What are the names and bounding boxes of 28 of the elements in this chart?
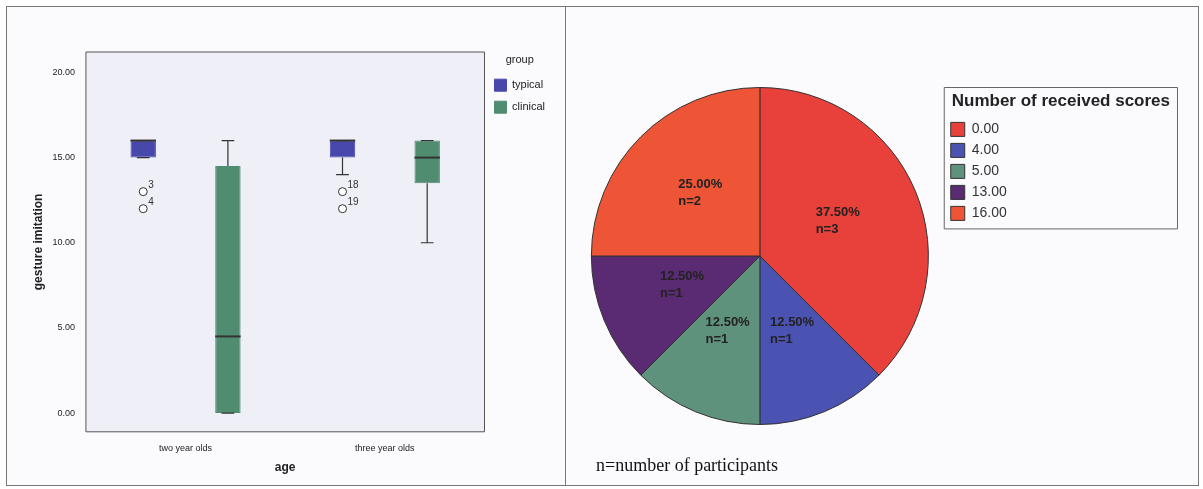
legend-label: 16.00 [971, 204, 1007, 221]
annotation: 4 [148, 196, 155, 208]
legend-title: Number of received scores [951, 91, 1170, 111]
legend-label: 4.00 [971, 141, 1000, 158]
data-label: 25.00% n=2 [678, 176, 723, 209]
annotation: 3 [148, 179, 155, 191]
x-tick-label: two year olds [159, 442, 213, 453]
x-tick-label: three year olds [355, 442, 416, 453]
x-axis-title: age [274, 460, 296, 475]
y-tick-label: 15.00 [52, 152, 75, 163]
data-label: 37.50% n=3 [815, 203, 861, 236]
y-tick-label: 5.00 [57, 322, 75, 333]
data-label: 12.50% n=1 [770, 313, 815, 346]
legend-label: 13.00 [971, 183, 1007, 200]
annotation: 18 [347, 179, 360, 191]
data-label: 12.50% n=1 [705, 313, 751, 346]
y-tick-label: 0.00 [57, 407, 75, 418]
text: n=number of participants [596, 455, 779, 476]
data-label: 12.50% n=1 [659, 268, 705, 301]
y-tick-label: 10.00 [52, 237, 75, 248]
legend-label: 5.00 [971, 162, 1000, 179]
annotation: 19 [347, 196, 360, 208]
legend-title: group [505, 52, 534, 65]
legend-label: typical [511, 78, 544, 91]
y-tick-label: 20.00 [52, 66, 75, 77]
y-axis-title: gesture imitation [30, 193, 45, 291]
legend-label: clinical [511, 100, 545, 113]
legend-label: 0.00 [971, 120, 1000, 137]
